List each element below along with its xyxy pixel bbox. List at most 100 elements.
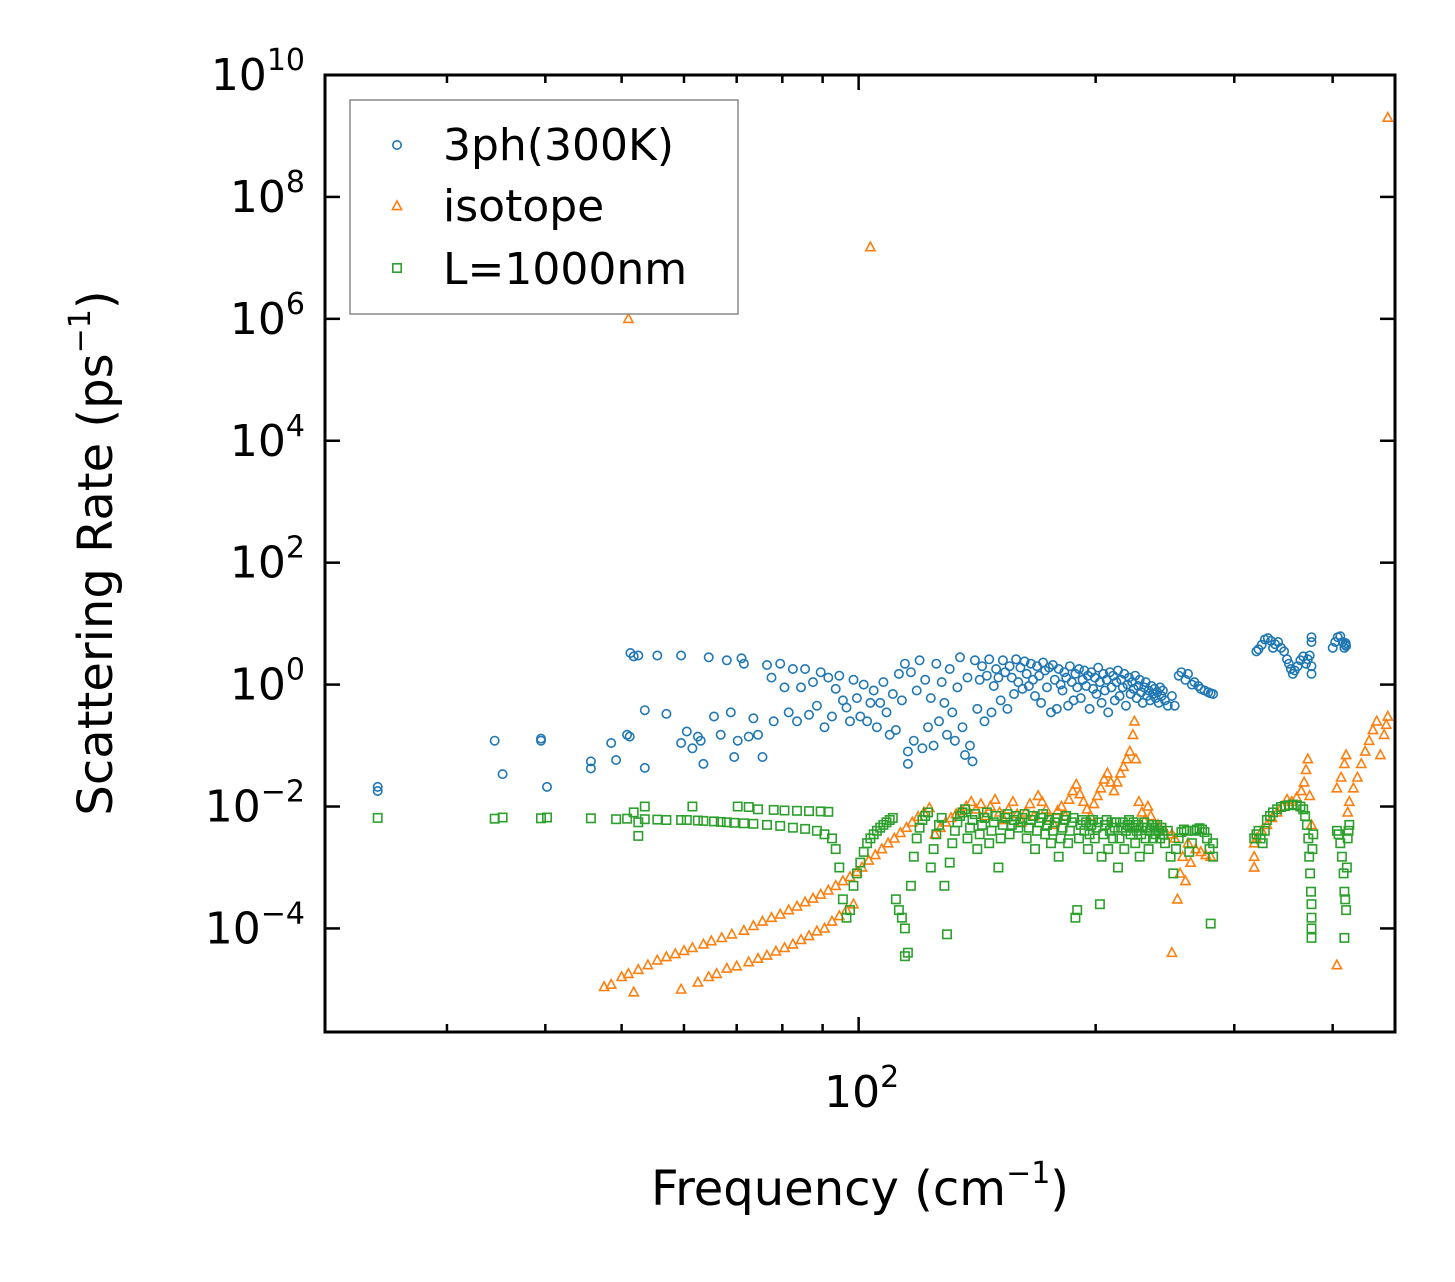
data-point-boundary [1053,851,1064,862]
data-point-boundary [541,812,552,823]
data-point-3ph [1169,700,1180,711]
data-point-isotope [862,853,875,865]
data-point-boundary [931,829,942,840]
data-point-boundary [622,813,633,824]
data-point-boundary [922,807,933,818]
data-point-3ph [489,735,500,746]
data-point-3ph [639,762,650,773]
data-point-boundary [1344,819,1355,830]
data-point-3ph [761,659,772,670]
data-point-3ph [1042,682,1053,693]
data-point-3ph [628,651,639,662]
data-point-isotope [1087,797,1100,809]
data-point-3ph [757,751,768,762]
data-point-3ph [957,722,968,733]
data-point-boundary [993,862,1004,873]
data-point-boundary [1179,824,1190,835]
data-point-3ph [815,667,826,678]
data-point-3ph [1111,677,1122,688]
data-point-boundary [830,844,841,855]
data-point-isotope [869,848,882,860]
data-point-boundary [372,812,383,823]
data-point-3ph [676,737,687,748]
data-point-isotope [1184,855,1197,868]
data-point-boundary [708,816,719,827]
data-point-boundary [535,813,546,824]
data-point-3ph [372,785,383,796]
data-point-3ph [775,658,786,669]
data-point-3ph [1091,688,1102,699]
data-point-isotope [1108,784,1120,796]
data-point-isotope [1073,787,1086,799]
data-point-boundary [676,814,687,825]
data-point-boundary [1146,819,1157,830]
data-point-isotope [1303,789,1316,801]
data-point-3ph [1157,685,1168,696]
y-tick-label: 108 [230,165,305,223]
data-point-isotope [1036,795,1049,807]
data-point-3ph [1327,642,1338,653]
legend-label-3ph: 3ph(300K) [443,120,674,171]
data-point-boundary [752,804,763,815]
data-point-3ph [1306,632,1317,643]
data-point-3ph [986,707,997,718]
data-point-boundary [1063,838,1074,849]
data-point-3ph [752,729,763,740]
data-point-isotope [1330,958,1343,970]
data-point-boundary [871,825,882,836]
data-point-3ph [830,683,841,694]
data-point-isotope [1381,110,1394,122]
data-point-3ph [947,707,958,718]
data-point-isotope [702,970,715,982]
data-point-3ph [826,711,837,722]
legend-marker-isotope [391,199,403,211]
data-point-isotope [725,927,738,939]
data-point-3ph [1306,636,1317,647]
data-point-isotope [761,948,773,960]
data-point-3ph [969,655,980,666]
data-point-boundary [1113,862,1124,873]
data-series [372,110,1394,997]
data-point-isotope [1135,805,1148,817]
data-point-3ph [1301,658,1312,669]
data-point-isotope [1129,752,1142,764]
data-point-boundary [1208,851,1219,862]
data-point-isotope [989,792,1001,805]
data-point-3ph [862,716,873,727]
y-tick-labels: 10−4 10−2 100 102 104 106 108 1010 [205,43,305,954]
data-point-3ph [736,653,747,664]
legend-label-boundary: L=1000nm [443,244,687,295]
data-point-boundary [1130,838,1141,849]
data-point-boundary [633,817,644,828]
data-point-3ph [878,677,889,688]
data-point-3ph [899,658,910,669]
data-point-boundary [974,829,985,840]
data-point-3ph [993,672,1004,683]
data-point-isotope [1351,770,1364,782]
data-point-isotope [1179,874,1192,886]
data-point-isotope [1378,728,1391,740]
data-point-3ph [743,731,754,742]
data-point-boundary [1096,851,1107,862]
data-point-boundary [947,838,958,849]
data-point-isotope [974,797,987,809]
data-point-3ph [881,707,892,718]
data-point-boundary [933,819,944,830]
data-point-isotope [1144,809,1157,821]
data-point-3ph [1096,697,1107,708]
data-point-3ph [902,758,913,769]
data-point-boundary [1307,844,1318,855]
data-point-3ph [871,722,882,733]
data-point-3ph [708,711,719,722]
data-point-boundary [639,814,650,825]
data-point-boundary [1306,923,1317,934]
data-point-3ph [639,705,650,716]
data-point-3ph [1335,631,1346,642]
data-point-3ph [855,711,866,722]
data-point-3ph [1059,667,1070,678]
y-tick-label: 100 [230,653,305,711]
data-point-boundary [732,801,743,812]
data-point-3ph [1057,685,1068,696]
y-tick-label: 106 [230,287,305,345]
data-point-3ph [954,652,965,663]
